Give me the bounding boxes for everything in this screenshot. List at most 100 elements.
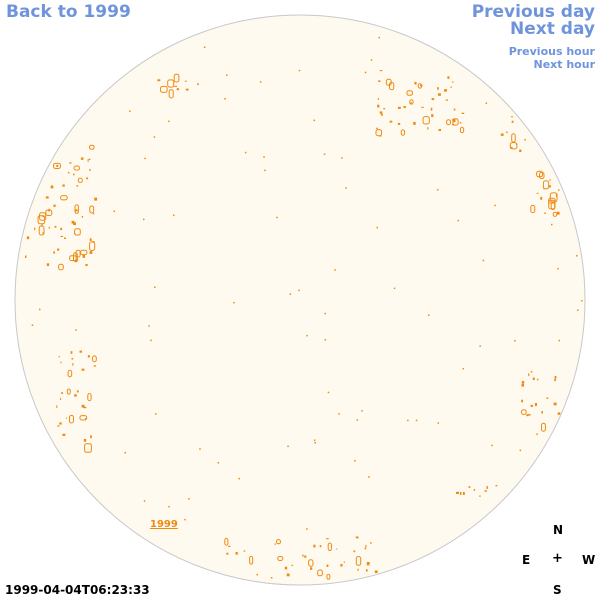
active-region-mark: [511, 120, 514, 123]
active-region-mark: [456, 491, 459, 494]
active-region-mark: [173, 73, 180, 83]
active-region-mark: [581, 300, 583, 302]
active-region-mark: [69, 414, 74, 424]
active-region-mark: [334, 269, 336, 271]
active-region-mark: [341, 157, 343, 159]
active-region-mark: [291, 564, 293, 566]
active-region-mark: [479, 345, 481, 347]
previous-hour-link[interactable]: Previous hour: [508, 45, 595, 58]
active-region-mark: [509, 146, 513, 149]
active-region-mark: [71, 357, 74, 360]
active-region-mark: [57, 425, 60, 427]
active-region-mark: [39, 212, 47, 221]
active-region-mark: [521, 383, 524, 387]
active-region-mark: [243, 550, 246, 552]
year-link[interactable]: 1999: [150, 519, 178, 530]
active-region-mark: [397, 122, 401, 125]
active-region-mark: [438, 128, 441, 131]
active-region-mark: [521, 399, 523, 403]
active-region-mark: [308, 559, 314, 567]
next-hour-link[interactable]: Next hour: [533, 58, 596, 71]
active-region-mark: [270, 577, 273, 579]
active-region-mark: [549, 192, 558, 203]
active-region-mark: [519, 449, 522, 452]
active-region-mark: [370, 59, 373, 61]
active-region-mark: [284, 566, 288, 570]
active-region-mark: [235, 552, 238, 555]
active-region-mark: [530, 204, 536, 214]
active-region-mark: [249, 555, 254, 565]
active-region-mark: [544, 212, 546, 214]
observation-timestamp: 1999-04-04T06:23:33: [5, 583, 150, 597]
active-region-mark: [144, 157, 146, 160]
active-region-mark: [327, 391, 330, 394]
active-region-mark: [310, 567, 313, 570]
active-region-mark: [60, 397, 62, 400]
active-region-mark: [324, 339, 327, 341]
back-to-year-link[interactable]: Back to 1999: [6, 2, 131, 22]
active-region-mark: [407, 419, 409, 422]
active-region-mark: [374, 570, 378, 573]
active-region-mark: [548, 197, 556, 204]
active-region-mark: [357, 568, 359, 571]
active-region-mark: [526, 414, 529, 417]
active-region-mark: [354, 460, 356, 462]
active-region-mark: [34, 227, 36, 231]
active-region-mark: [461, 112, 465, 114]
active-region-mark: [54, 225, 57, 228]
active-region-mark: [73, 222, 76, 226]
active-region-mark: [528, 373, 530, 377]
active-region-mark: [317, 569, 323, 577]
active-region-mark: [400, 129, 406, 136]
active-region-mark: [75, 259, 78, 263]
active-region-mark: [153, 136, 156, 138]
compass-south-label: S: [553, 583, 562, 597]
active-region-mark: [438, 93, 441, 96]
active-region-mark: [42, 232, 45, 234]
active-region-mark: [459, 126, 465, 134]
active-region-mark: [403, 106, 406, 109]
active-region-mark: [256, 573, 258, 576]
active-region-mark: [150, 339, 152, 342]
active-region-mark: [313, 439, 316, 441]
active-region-mark: [238, 477, 240, 480]
active-region-mark: [81, 368, 85, 371]
active-region-mark: [62, 184, 65, 187]
active-region-mark: [549, 185, 551, 188]
active-region-mark: [50, 186, 54, 189]
active-region-mark: [457, 219, 459, 222]
active-region-mark: [355, 536, 359, 539]
active-region-mark: [287, 445, 289, 448]
active-region-mark: [176, 88, 180, 91]
active-region-mark: [45, 209, 53, 216]
active-region-mark: [554, 379, 556, 382]
active-region-mark: [302, 554, 304, 557]
active-region-mark: [543, 188, 545, 190]
active-region-mark: [414, 82, 417, 85]
active-region-mark: [437, 422, 439, 424]
active-region-mark: [74, 228, 81, 236]
active-region-mark: [233, 301, 235, 304]
active-region-mark: [75, 329, 77, 331]
active-region-mark: [313, 544, 316, 548]
active-region-mark: [79, 350, 82, 353]
active-region-mark: [188, 498, 190, 500]
active-region-mark: [459, 492, 462, 495]
next-day-link[interactable]: Next day: [510, 19, 595, 39]
active-region-mark: [409, 102, 412, 105]
active-region-mark: [87, 393, 92, 402]
compass-west-label: W: [582, 553, 596, 567]
active-region-mark: [530, 404, 533, 407]
active-region-mark: [41, 224, 43, 227]
previous-day-link[interactable]: Previous day: [471, 2, 595, 22]
active-region-mark: [397, 106, 401, 109]
active-region-mark: [58, 355, 60, 358]
active-region-mark: [306, 334, 308, 337]
active-region-mark: [450, 86, 452, 88]
active-region-mark: [510, 116, 514, 118]
active-region-mark: [327, 542, 332, 551]
active-region-mark: [422, 116, 430, 125]
active-region-mark: [323, 153, 326, 155]
active-region-mark: [124, 452, 126, 454]
active-region-mark: [556, 211, 560, 215]
